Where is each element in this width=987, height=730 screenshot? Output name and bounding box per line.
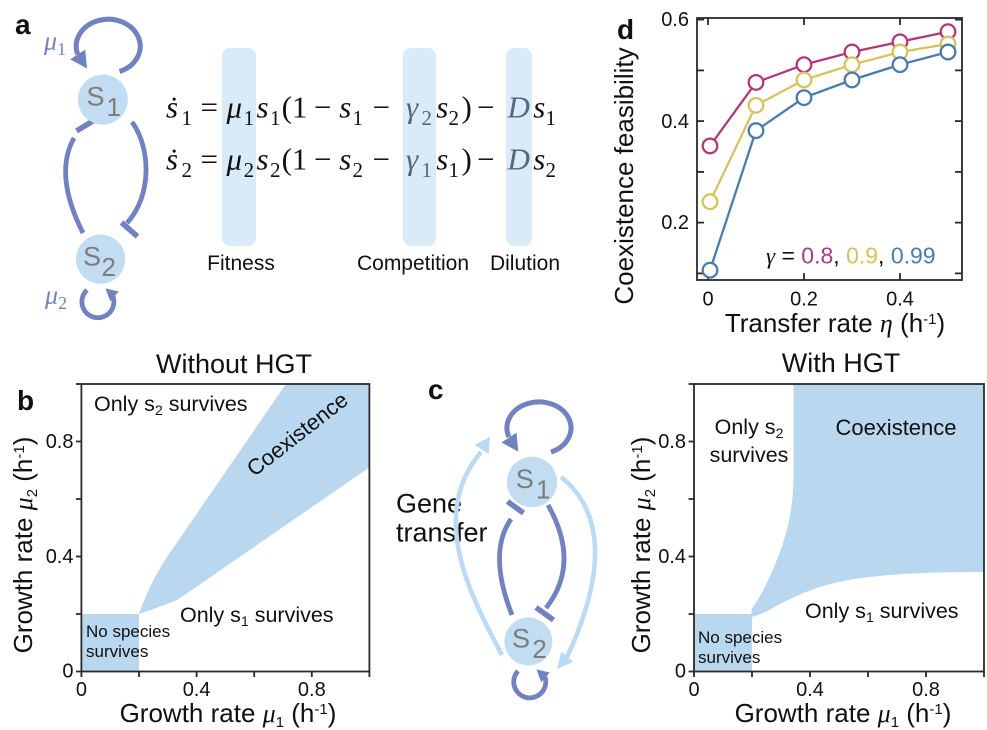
svg-text:s: s bbox=[339, 90, 351, 125]
svg-text:Only s1 survives: Only s1 survives bbox=[805, 599, 959, 625]
svg-text:0.2: 0.2 bbox=[661, 212, 689, 234]
svg-text:s: s bbox=[339, 142, 351, 177]
svg-text:Only s2: Only s2 bbox=[715, 415, 784, 441]
svg-text:D: D bbox=[507, 90, 530, 125]
svg-text:−: − bbox=[373, 90, 390, 125]
svg-text:=: = bbox=[201, 142, 218, 177]
svg-text:μ: μ bbox=[226, 90, 243, 125]
svg-text:2: 2 bbox=[449, 106, 460, 130]
svg-text:): ) bbox=[462, 90, 472, 125]
svg-text:Competition: Competition bbox=[357, 252, 469, 275]
svg-text:survives: survives bbox=[698, 648, 760, 667]
svg-text:2: 2 bbox=[422, 106, 433, 130]
svg-text:b: b bbox=[17, 385, 34, 416]
svg-text:0: 0 bbox=[62, 661, 73, 683]
svg-text:s: s bbox=[533, 90, 545, 125]
svg-text:S: S bbox=[516, 464, 534, 494]
svg-text:D: D bbox=[507, 142, 530, 177]
svg-text:Growth rate μ2 (h-1): Growth rate μ2 (h-1) bbox=[626, 437, 659, 654]
svg-text:Only s1 survives: Only s1 survives bbox=[180, 603, 334, 629]
svg-text:survives: survives bbox=[86, 642, 148, 661]
svg-text:1: 1 bbox=[449, 158, 460, 182]
svg-text:0: 0 bbox=[76, 679, 87, 701]
svg-text:1: 1 bbox=[546, 106, 557, 130]
svg-text:0.4: 0.4 bbox=[658, 546, 686, 568]
svg-text:0.4: 0.4 bbox=[183, 679, 211, 701]
svg-text:0.8: 0.8 bbox=[658, 431, 686, 453]
svg-text:1: 1 bbox=[353, 106, 364, 130]
svg-text:2: 2 bbox=[270, 158, 281, 182]
svg-text:Gene: Gene bbox=[396, 489, 462, 519]
svg-text:0.4: 0.4 bbox=[46, 546, 74, 568]
svg-text:Growth rate μ2 (h-1): Growth rate μ2 (h-1) bbox=[8, 437, 41, 654]
svg-text:survives: survives bbox=[710, 443, 789, 467]
svg-text:Dilution: Dilution bbox=[490, 252, 560, 275]
svg-text:−: − bbox=[314, 90, 331, 125]
svg-text:=: = bbox=[201, 90, 218, 125]
svg-text:S: S bbox=[512, 623, 530, 653]
svg-text:Transfer rate η (h-1): Transfer rate η (h-1) bbox=[725, 308, 945, 338]
svg-text:2: 2 bbox=[102, 252, 116, 282]
svg-text:No species: No species bbox=[86, 622, 170, 641]
svg-text:0.8: 0.8 bbox=[912, 679, 940, 701]
svg-text:γ: γ bbox=[406, 90, 419, 125]
svg-text:2: 2 bbox=[546, 158, 557, 182]
svg-text:Coexistence feasibility: Coexistence feasibility bbox=[609, 47, 639, 304]
svg-text:0.6: 0.6 bbox=[661, 9, 689, 31]
svg-text:a: a bbox=[15, 9, 31, 40]
svg-text:0: 0 bbox=[688, 679, 699, 701]
svg-text:Fitness: Fitness bbox=[207, 252, 275, 275]
svg-text:(1: (1 bbox=[282, 142, 308, 177]
svg-text:S: S bbox=[86, 82, 104, 112]
svg-text:−: − bbox=[314, 142, 331, 177]
svg-text:): ) bbox=[462, 142, 472, 177]
svg-text:2: 2 bbox=[182, 158, 193, 182]
svg-text:1: 1 bbox=[422, 158, 433, 182]
svg-text:1: 1 bbox=[536, 475, 550, 505]
svg-text:(1: (1 bbox=[282, 90, 308, 125]
svg-text:0.8: 0.8 bbox=[298, 679, 326, 701]
svg-text:ṡ: ṡ bbox=[166, 142, 178, 177]
svg-text:−: − bbox=[373, 142, 390, 177]
svg-text:0.4: 0.4 bbox=[796, 679, 824, 701]
svg-text:No species: No species bbox=[698, 628, 782, 647]
svg-text:1: 1 bbox=[107, 92, 121, 122]
svg-text:0.2: 0.2 bbox=[790, 289, 818, 311]
svg-text:transfer: transfer bbox=[396, 518, 488, 548]
svg-text:c: c bbox=[428, 374, 444, 405]
svg-text:Growth rate μ1 (h-1): Growth rate μ1 (h-1) bbox=[120, 698, 337, 730]
svg-text:0.4: 0.4 bbox=[886, 289, 914, 311]
svg-text:γ = 0.8, 0.9, 0.99: γ = 0.8, 0.9, 0.99 bbox=[766, 243, 936, 269]
svg-text:s: s bbox=[436, 90, 448, 125]
svg-text:With HGT: With HGT bbox=[782, 348, 901, 378]
svg-text:s: s bbox=[257, 90, 269, 125]
svg-text:s: s bbox=[533, 142, 545, 177]
svg-text:0: 0 bbox=[675, 661, 686, 683]
svg-text:2: 2 bbox=[244, 158, 255, 182]
svg-text:1: 1 bbox=[244, 106, 255, 130]
svg-text:s: s bbox=[257, 142, 269, 177]
svg-text:ṡ: ṡ bbox=[166, 90, 178, 125]
svg-text:0.4: 0.4 bbox=[661, 111, 689, 133]
svg-text:−: − bbox=[477, 90, 494, 125]
svg-text:s: s bbox=[436, 142, 448, 177]
svg-text:Without HGT: Without HGT bbox=[156, 349, 312, 379]
svg-text:Only s2 survives: Only s2 survives bbox=[94, 392, 248, 418]
svg-text:0: 0 bbox=[702, 289, 713, 311]
svg-text:μ: μ bbox=[226, 142, 243, 177]
svg-text:2: 2 bbox=[353, 158, 364, 182]
svg-text:0.8: 0.8 bbox=[46, 431, 74, 453]
svg-text:S: S bbox=[83, 242, 101, 272]
svg-text:Coexistence: Coexistence bbox=[835, 415, 956, 440]
svg-text:2: 2 bbox=[532, 634, 546, 664]
svg-text:d: d bbox=[617, 14, 634, 45]
svg-text:1: 1 bbox=[270, 106, 281, 130]
svg-text:1: 1 bbox=[182, 106, 193, 130]
svg-text:γ: γ bbox=[406, 142, 419, 177]
svg-text:−: − bbox=[477, 142, 494, 177]
svg-text:Growth rate μ1 (h-1): Growth rate μ1 (h-1) bbox=[735, 698, 952, 730]
